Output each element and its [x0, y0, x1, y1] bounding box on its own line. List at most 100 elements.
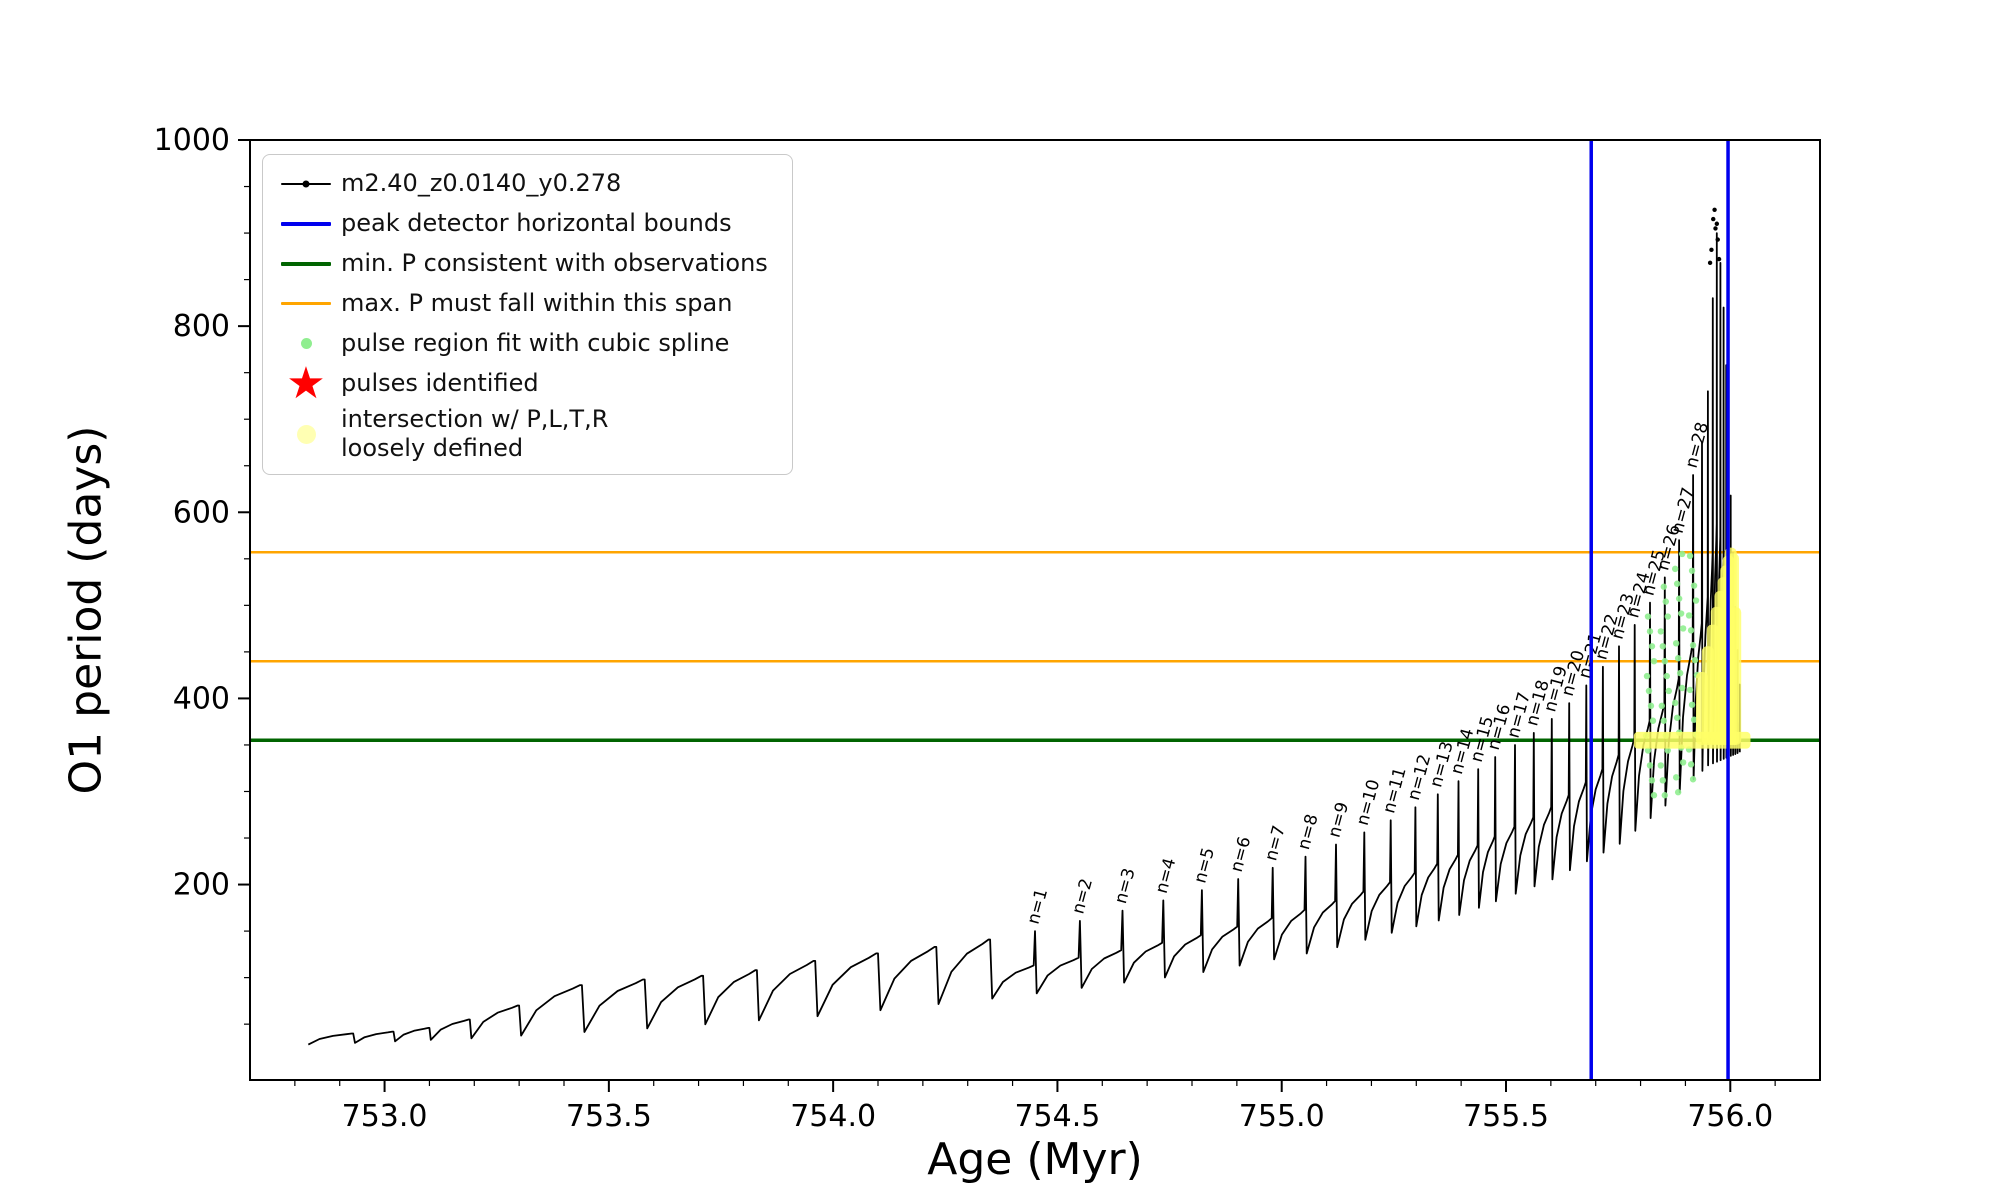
- y-tick-label: 1000: [154, 123, 230, 158]
- spline-dot: [1672, 774, 1680, 781]
- spline-dot: [1664, 747, 1671, 754]
- spline-dot: [1664, 613, 1671, 620]
- spline-dot: [1644, 613, 1652, 620]
- spline-dot: [1678, 684, 1686, 692]
- legend-line-icon: [281, 302, 331, 305]
- series-point: [1715, 237, 1720, 242]
- legend-label: pulse region fit with cubic spline: [341, 328, 730, 357]
- intersection-dot-icon: [296, 424, 316, 444]
- spline-dot: [1646, 762, 1654, 769]
- spline-dot: [1643, 672, 1651, 680]
- pulse-label: n=27: [1668, 485, 1699, 535]
- legend-item: pulse region fit with cubic spline: [275, 325, 768, 362]
- spline-dot: [1687, 761, 1695, 768]
- x-tick-label: 756.0: [1687, 1099, 1773, 1134]
- series-point: [1711, 216, 1716, 222]
- spline-dot: [1673, 580, 1681, 587]
- series-marker-icon: [302, 180, 310, 187]
- legend-marker-star: ★: [286, 357, 326, 409]
- pulse-label: n=5: [1190, 846, 1219, 886]
- spline-dot: [1676, 669, 1684, 677]
- legend-marker-line-thick: [275, 221, 337, 226]
- spline-dot: [1674, 789, 1682, 796]
- spline-dot: [1644, 747, 1652, 754]
- legend-item: m2.40_z0.0140_y0.278: [275, 165, 768, 202]
- spline-dot: [1672, 640, 1680, 647]
- spline-dot: [1648, 777, 1656, 784]
- spline-dot: [1687, 627, 1695, 634]
- spline-dot: [1686, 552, 1694, 560]
- y-tick-label: 600: [173, 495, 230, 530]
- spline-dot: [1679, 759, 1687, 766]
- intersection-blob: [1729, 607, 1742, 745]
- spline-dot: [1686, 686, 1694, 694]
- legend-marker-dot-small: [275, 338, 337, 349]
- legend-label: pulses identified: [341, 368, 539, 397]
- spline-dot: [1685, 612, 1693, 619]
- y-tick-label: 200: [173, 868, 230, 903]
- legend-item: max. P must fall within this span: [275, 285, 768, 322]
- axes-frame: [249, 139, 1821, 1081]
- spline-dot: [1673, 714, 1681, 721]
- spline-dot: [1662, 598, 1669, 605]
- pulse-label: n=2: [1068, 876, 1097, 916]
- spline-dot: [1675, 595, 1683, 602]
- pulse-label: n=10: [1353, 777, 1384, 827]
- x-tick-label: 755.5: [1463, 1099, 1549, 1134]
- legend-label: max. P must fall within this span: [341, 288, 733, 317]
- spline-dot: [1660, 717, 1667, 724]
- series-point: [1713, 226, 1718, 231]
- y-axis-label: O1 period (days): [60, 425, 112, 795]
- spline-dot: [1677, 610, 1685, 617]
- pulse-label: n=8: [1294, 812, 1323, 852]
- legend-line-icon: [281, 221, 331, 226]
- spline-dot: [1671, 565, 1679, 573]
- pulse-label: n=1: [1024, 887, 1053, 927]
- legend-item: intersection w/ P,L,T,R loosely defined: [275, 405, 768, 464]
- x-tick-label: 754.0: [790, 1099, 876, 1134]
- legend-item: ★ pulses identified: [275, 357, 768, 409]
- spline-dot: [1665, 687, 1672, 695]
- x-tick-label: 755.0: [1239, 1099, 1325, 1134]
- series-point: [1714, 221, 1720, 226]
- series-point: [1716, 256, 1722, 262]
- legend-label: intersection w/ P,L,T,R loosely defined: [341, 405, 609, 463]
- spline-dot: [1657, 762, 1664, 769]
- spline-dot: [1689, 776, 1697, 783]
- legend-marker-line: [275, 302, 337, 305]
- legend-item: peak detector horizontal bounds: [275, 205, 768, 242]
- legend-item: min. P consistent with observations: [275, 245, 768, 282]
- spline-dot: [1657, 628, 1664, 635]
- spline-dot: [1650, 792, 1658, 799]
- legend-label: peak detector horizontal bounds: [341, 208, 732, 237]
- spline-dot: [1646, 628, 1654, 635]
- spline-dot-icon: [300, 338, 312, 349]
- legend-marker-line-thick: [275, 261, 337, 266]
- spline-dot: [1692, 597, 1700, 604]
- spline-dot: [1660, 583, 1667, 590]
- series-point: [1707, 260, 1713, 266]
- spline-dot: [1648, 643, 1656, 650]
- spline-dot: [1690, 582, 1698, 589]
- series-point: [1712, 207, 1717, 213]
- legend-label: min. P consistent with observations: [341, 248, 768, 277]
- y-tick-label: 800: [173, 309, 230, 344]
- spline-dot: [1663, 672, 1670, 680]
- x-tick-label: 753.5: [566, 1099, 652, 1134]
- pulse-label: n=6: [1227, 834, 1256, 874]
- pulse-label: n=9: [1325, 800, 1354, 840]
- x-tick-label: 753.0: [342, 1099, 428, 1134]
- spline-dot: [1659, 777, 1666, 784]
- series-curve: [307, 232, 1741, 1046]
- spline-dot: [1647, 702, 1655, 710]
- spline-dot: [1650, 657, 1658, 665]
- x-axis-label: Age (Myr): [927, 1134, 1143, 1185]
- series-point: [1709, 247, 1714, 253]
- spline-dot: [1658, 702, 1665, 710]
- spline-dot: [1649, 717, 1657, 724]
- spline-dot: [1659, 643, 1666, 650]
- spline-dot: [1645, 687, 1653, 695]
